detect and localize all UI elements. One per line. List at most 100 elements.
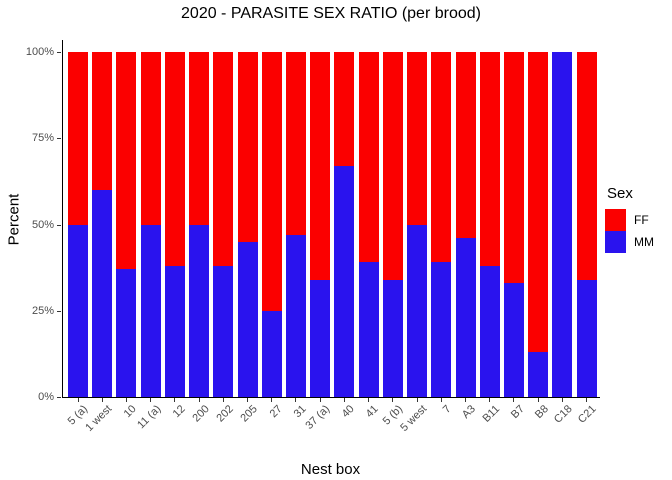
bar [261,52,282,397]
bar-segment-mm [189,224,210,397]
y-tick-label: 100% [25,46,54,58]
bar-segment-ff [358,52,379,263]
bar [237,52,258,397]
bar-segment-ff [285,52,306,235]
bar-segment-mm [213,265,234,397]
bar [431,52,452,397]
bar-segment-mm [382,279,403,397]
x-tick-label: 12 [170,403,188,421]
x-tick-mark [198,398,200,402]
bar [552,52,573,397]
bar-segment-mm [503,283,524,397]
bar-segment-mm [261,310,282,397]
x-tick-mark [101,398,103,402]
bar-segment-mm [552,52,573,397]
bar-segment-ff [140,52,161,225]
bar-segment-ff [261,52,282,311]
x-tick-mark [440,398,442,402]
x-tick-label: C21 [576,403,600,426]
bar [140,52,161,397]
bar-segment-mm [407,224,428,397]
bar-segment-mm [116,269,137,397]
bar-segment-ff [479,52,500,266]
x-tick-label: 205 [238,403,261,425]
x-tick-label: 11 (a) [134,403,164,432]
bar-segment-mm [358,262,379,397]
legend: Sex FF MM [605,185,654,253]
bar-segment-mm [528,352,549,397]
x-tick-mark [465,398,467,402]
x-tick-label: 200 [190,403,212,425]
plot-panel [62,40,600,398]
bar-segment-ff [382,52,403,280]
bar [358,52,379,397]
y-tick-mark [57,397,61,398]
bar [479,52,500,397]
bar-segment-mm [68,224,88,397]
x-tick-label: 37 (a) [303,403,333,432]
bar-segment-mm [334,165,355,397]
x-tick-mark [343,398,345,402]
bar [310,52,331,397]
x-tick-mark [489,398,491,402]
x-tick-mark [416,398,418,402]
y-tick-mark [57,224,61,226]
legend-swatch [605,209,626,231]
x-tick-mark [271,398,273,402]
x-tick-mark [247,398,249,402]
x-tick-label: A3 [460,403,479,422]
bar [455,52,476,397]
x-tick-mark [77,398,79,402]
bar-segment-mm [310,279,331,397]
x-tick-mark [561,398,563,402]
x-tick-mark [586,398,588,402]
legend-label: FF [634,213,649,227]
bar-segment-mm [164,265,185,397]
x-tick-label: B11 [480,403,503,425]
bar [503,52,524,397]
bar-segment-mm [140,224,161,397]
bar [68,52,88,397]
x-tick-mark [537,398,539,402]
legend-items: FF MM [605,209,654,253]
bar-segment-ff [503,52,524,284]
bar-segment-ff [116,52,137,270]
x-tick-label: B7 [508,403,527,422]
y-tick-label: 0% [38,391,54,403]
legend-label: MM [634,235,654,249]
bar-segment-ff [237,52,258,242]
x-tick-label: 31 [291,403,309,421]
x-axis-title: Nest box [300,461,361,478]
x-tick-label: C18 [552,403,575,426]
x-tick-mark [392,398,394,402]
x-tick-label: 5 west [398,403,430,434]
bar [285,52,306,397]
legend-item: MM [605,231,654,253]
bar-segment-ff [528,52,549,353]
legend-item: FF [605,209,654,231]
bar-segment-mm [576,279,597,397]
bar-segment-ff [213,52,234,266]
bar-segment-ff [92,52,113,190]
x-tick-label: 40 [339,403,357,421]
x-tick-label: 1 west [83,403,115,434]
bar-segment-ff [189,52,210,225]
x-tick-label: B8 [532,403,551,422]
bar [189,52,210,397]
bar [334,52,355,397]
bar [407,52,428,397]
x-tick-mark [319,398,321,402]
y-tick-label: 50% [31,218,54,231]
bar-segment-mm [455,238,476,397]
x-tick-label: 202 [214,403,236,425]
x-tick-label: 27 [267,403,285,421]
chart-title: 2020 - PARASITE SEX RATIO (per brood) [181,5,481,22]
bar-segment-ff [431,52,452,263]
y-tick-mark [57,52,61,53]
bar-segment-mm [92,190,113,397]
bar-segment-ff [576,52,597,280]
x-tick-mark [150,398,152,402]
x-tick-mark [125,398,127,402]
x-tick-label: 7 [440,403,454,416]
